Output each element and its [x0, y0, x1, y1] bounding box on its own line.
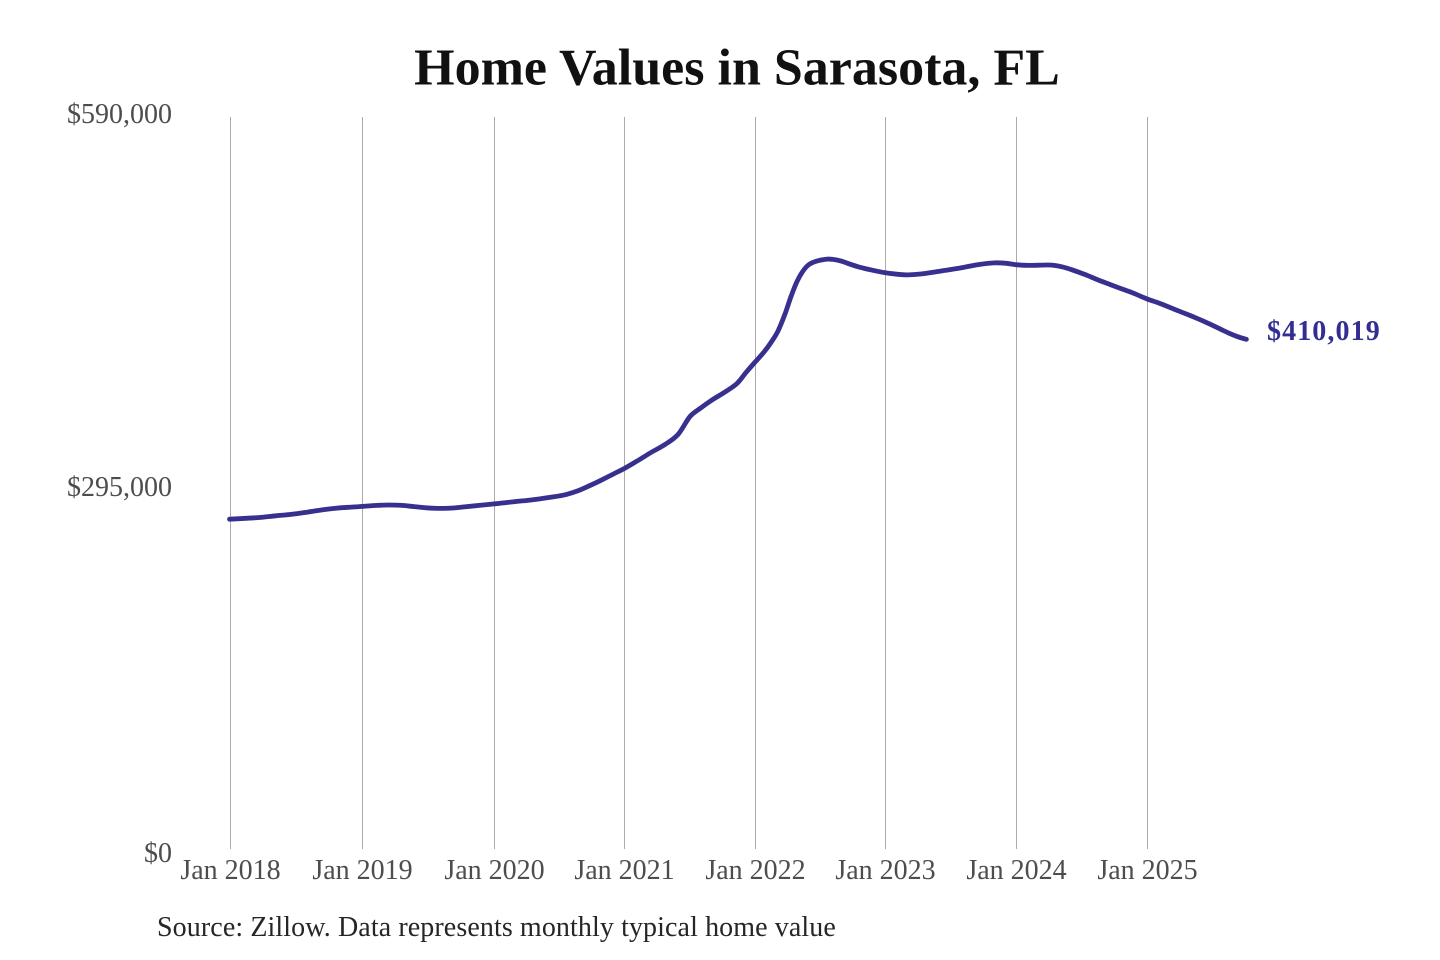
svg-text:Source: Zillow. Data represent: Source: Zillow. Data represents monthly …: [157, 912, 836, 943]
svg-text:Jan 2019: Jan 2019: [312, 855, 412, 886]
svg-text:Home Values in Sarasota, FL: Home Values in Sarasota, FL: [414, 40, 1060, 97]
svg-text:$590,000: $590,000: [67, 99, 172, 130]
svg-text:Jan 2018: Jan 2018: [180, 855, 280, 886]
svg-text:$295,000: $295,000: [67, 472, 172, 503]
svg-text:Jan 2020: Jan 2020: [444, 855, 544, 886]
svg-text:Jan 2023: Jan 2023: [835, 855, 935, 886]
svg-text:$410,019: $410,019: [1267, 316, 1381, 347]
svg-text:Jan 2021: Jan 2021: [574, 855, 674, 886]
svg-text:Jan 2025: Jan 2025: [1097, 855, 1197, 886]
svg-text:Jan 2022: Jan 2022: [705, 855, 805, 886]
svg-text:$0: $0: [144, 838, 172, 869]
svg-text:Jan 2024: Jan 2024: [966, 855, 1066, 886]
